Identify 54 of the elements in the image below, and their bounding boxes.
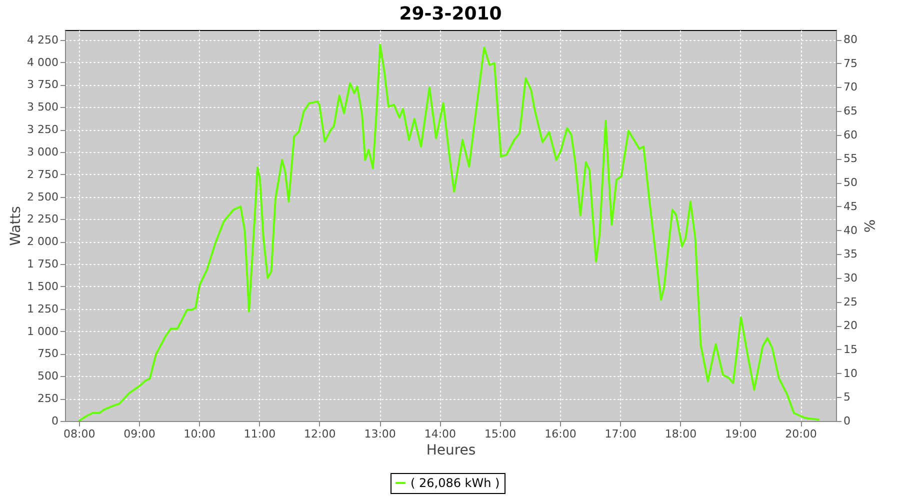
chart-title: 29-3-2010	[399, 3, 502, 24]
y-tick-label: 2 000	[27, 235, 58, 248]
line-series	[78, 44, 820, 421]
y-tick-label: 2 500	[27, 190, 58, 204]
x-tick-label: 13:00	[364, 428, 396, 440]
x-tick-label: 15:00	[484, 428, 516, 440]
x-tick-label: 17:00	[604, 428, 636, 440]
x-tick-label: 09:00	[124, 428, 156, 440]
y2-tick-label: 80	[844, 33, 858, 46]
y-tick-label: 250	[38, 392, 58, 406]
y2-tick-label: 25	[844, 295, 858, 308]
y2-tick-label: 20	[844, 319, 858, 332]
y-tick-label: 1 750	[27, 258, 58, 271]
y-tick-label: 500	[38, 370, 58, 383]
y2-tick-label: 65	[844, 104, 858, 118]
x-axis-title: Heures	[426, 442, 476, 458]
y-tick-label: 2 250	[27, 212, 58, 226]
y-tick-label: 3 750	[27, 78, 58, 92]
x-tick-label: 16:00	[544, 428, 576, 440]
y-tick-label: 1 500	[27, 280, 58, 293]
y2-tick-label: 5	[844, 390, 850, 404]
x-tick-label: 12:00	[304, 428, 336, 440]
y2-tick-label: 30	[844, 271, 858, 284]
y-tick-label: 4 250	[27, 33, 58, 46]
y-tick-label: 3 500	[27, 100, 58, 114]
x-tick-label: 20:00	[785, 428, 817, 440]
x-tick-label: 10:00	[184, 428, 216, 440]
y-tick-label: 750	[38, 347, 58, 360]
y2-tick-label: 70	[844, 80, 858, 94]
x-tick-label: 19:00	[725, 428, 757, 440]
x-tick-label: 08:00	[63, 428, 96, 440]
y-tick-label: 3 250	[27, 123, 58, 136]
x-tick-label: 14:00	[424, 428, 456, 440]
y-tick-label: 2 750	[27, 168, 58, 181]
x-tick-label: 11:00	[244, 428, 276, 440]
y2-tick-label: 35	[844, 248, 858, 261]
y2-tick-label: 75	[844, 56, 858, 70]
legend-label: ( 26,086 kWh )	[410, 476, 500, 490]
y2-tick-label: 0	[844, 414, 850, 428]
y2-tick-label: 45	[844, 200, 858, 213]
y2-tick-label: 15	[844, 342, 858, 356]
y2-axis-title: %	[860, 219, 876, 233]
y-tick-label: 4 000	[27, 56, 58, 69]
y-tick-label: 1 000	[27, 324, 58, 338]
y2-tick-label: 10	[844, 366, 858, 380]
y2-tick-label: 60	[844, 128, 858, 142]
y-axis-title: Watts	[8, 206, 24, 246]
y-tick-label: 3 000	[27, 145, 58, 158]
y2-tick-label: 55	[844, 152, 858, 166]
y2-tick-label: 40	[844, 224, 858, 237]
y2-tick-label: 50	[844, 176, 858, 190]
y-tick-label: 0	[52, 414, 58, 428]
y-tick-label: 1 250	[27, 302, 58, 316]
x-tick-label: 18:00	[664, 428, 697, 440]
